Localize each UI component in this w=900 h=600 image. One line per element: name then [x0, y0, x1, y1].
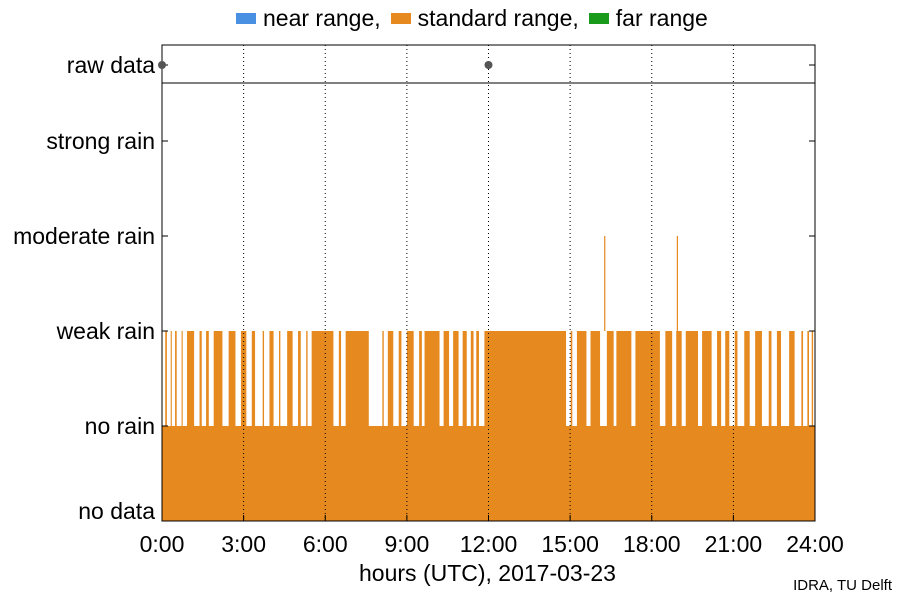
- legend-swatch-far-range: [588, 12, 609, 24]
- bar-weak-rain-10: [251, 331, 256, 427]
- bar-weak-rain-16: [306, 331, 308, 427]
- bar-weak-rain-13: [278, 331, 281, 427]
- bar-weak-rain-4: [187, 331, 195, 427]
- x-tick-label-8: 24:00: [786, 531, 844, 557]
- x-tick-label-6: 18:00: [623, 531, 681, 557]
- bar-weak-rain-30: [476, 331, 479, 427]
- legend-item-near-range: near range,: [236, 5, 381, 32]
- bar-weak-rain-11: [262, 331, 265, 427]
- bar-weak-rain-2: [175, 331, 177, 427]
- bar-weak-rain-41: [702, 331, 712, 427]
- bar-weak-rain-5: [199, 331, 202, 427]
- bar-weak-rain-23: [406, 331, 414, 427]
- bar-weak-rain-50: [801, 331, 804, 427]
- legend-label-standard-range: standard range,: [417, 4, 579, 31]
- y-tick-label-1: no rain: [85, 413, 155, 439]
- raw-data-point-1: [484, 61, 493, 69]
- credit-text: IDRA, TU Delft: [793, 577, 892, 594]
- bar-weak-rain-21: [387, 331, 394, 427]
- x-tick-label-3: 9:00: [384, 531, 429, 557]
- bar-weak-rain-9: [240, 331, 247, 427]
- bar-weak-rain-45: [744, 331, 750, 427]
- chart-legend: near range, standard range, far range: [236, 4, 718, 32]
- bar-weak-rain-44: [734, 331, 738, 427]
- bar-weak-rain-27: [453, 331, 459, 427]
- bar-weak-rain-25: [424, 331, 440, 427]
- bar-weak-rain-26: [443, 331, 450, 427]
- bar-weak-rain-48: [776, 331, 781, 427]
- y-tick-label-3: moderate rain: [13, 223, 155, 249]
- x-tick-label-4: 12:00: [460, 531, 518, 557]
- y-tick-label-0: no data: [78, 498, 155, 524]
- y-tick-label-5: raw data: [67, 52, 155, 78]
- legend-label-near-range: near range,: [263, 4, 381, 31]
- bar-weak-rain-6: [206, 331, 209, 427]
- bar-weak-rain-52: [811, 331, 814, 427]
- x-tick-label-7: 21:00: [705, 531, 763, 557]
- bar-weak-rain-12: [269, 331, 274, 427]
- x-axis-title: hours (UTC), 2017-03-23: [359, 560, 616, 586]
- bar-weak-rain-40: [685, 331, 699, 427]
- bar-weak-rain-37: [635, 331, 660, 427]
- legend-swatch-near-range: [236, 12, 256, 24]
- bar-weak-rain-34: [590, 331, 601, 427]
- bar-weak-rain-24: [419, 331, 422, 427]
- bar-weak-rain-3: [181, 331, 183, 427]
- bar-moderate-rain-spike-1: [676, 236, 678, 331]
- bar-weak-rain-14: [287, 331, 293, 427]
- bar-weak-rain-51: [807, 331, 810, 427]
- bar-weak-rain-43: [725, 331, 730, 427]
- x-tick-label-2: 6:00: [303, 531, 348, 557]
- bar-weak-rain-38: [665, 331, 673, 427]
- bar-weak-rain-32: [570, 331, 573, 427]
- bar-weak-rain-46: [755, 331, 762, 427]
- bar-weak-rain-0: [165, 331, 167, 427]
- legend-swatch-standard-range: [390, 12, 411, 24]
- bar-weak-rain-31: [484, 331, 567, 427]
- bar-weak-rain-15: [298, 331, 301, 427]
- bar-weak-rain-8: [228, 331, 236, 427]
- bar-weak-rain-20: [382, 331, 384, 427]
- bar-weak-rain-35: [606, 331, 614, 427]
- bar-weak-rain-18: [338, 331, 342, 427]
- y-tick-label-4: strong rain: [46, 128, 155, 154]
- bar-weak-rain-17: [311, 331, 334, 427]
- legend-label-far-range: far range: [615, 4, 708, 31]
- bar-weak-rain-19: [345, 331, 369, 427]
- bar-weak-rain-49: [789, 331, 795, 427]
- raw-data-point-0: [158, 61, 166, 69]
- bar-weak-rain-39: [676, 331, 682, 427]
- bar-weak-rain-29: [470, 331, 474, 427]
- bar-weak-rain-28: [462, 331, 467, 427]
- bar-weak-rain-33: [576, 331, 587, 427]
- bar-weak-rain-22: [398, 331, 402, 427]
- bar-weak-rain-42: [717, 331, 722, 427]
- bar-weak-rain-36: [616, 331, 632, 427]
- legend-item-far-range: far range: [588, 4, 708, 32]
- bar-moderate-rain-spike-0: [604, 236, 606, 331]
- y-tick-label-2: weak rain: [56, 318, 155, 344]
- legend-item-standard-range: standard range,: [390, 4, 579, 32]
- x-tick-label-5: 15:00: [541, 531, 599, 557]
- bar-weak-rain-7: [213, 331, 223, 427]
- bar-weak-rain-1: [170, 331, 172, 427]
- bar-weak-rain-47: [768, 331, 772, 427]
- x-tick-label-1: 3:00: [221, 531, 266, 557]
- x-tick-label-0: 0:00: [140, 531, 185, 557]
